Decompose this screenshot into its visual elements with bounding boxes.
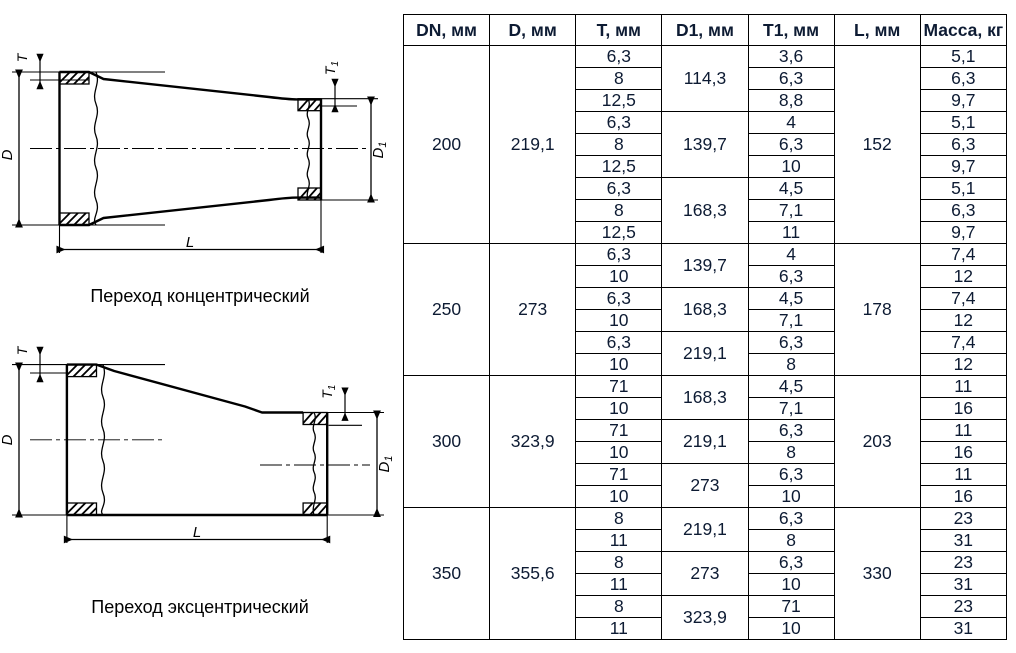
svg-text:Переход концентрический: Переход концентрический: [90, 286, 309, 306]
svg-text:D1: D1: [370, 142, 389, 159]
svg-text:Переход эксцентрический: Переход эксцентрический: [91, 597, 309, 617]
svg-text:L: L: [193, 524, 201, 541]
svg-text:T: T: [14, 52, 30, 62]
svg-text:T1: T1: [319, 385, 338, 399]
svg-text:D: D: [0, 434, 16, 445]
svg-text:L: L: [186, 234, 194, 251]
svg-text:T: T: [14, 345, 30, 355]
svg-text:D1: D1: [376, 456, 395, 473]
svg-text:D: D: [0, 149, 16, 160]
svg-text:T1: T1: [322, 61, 341, 75]
